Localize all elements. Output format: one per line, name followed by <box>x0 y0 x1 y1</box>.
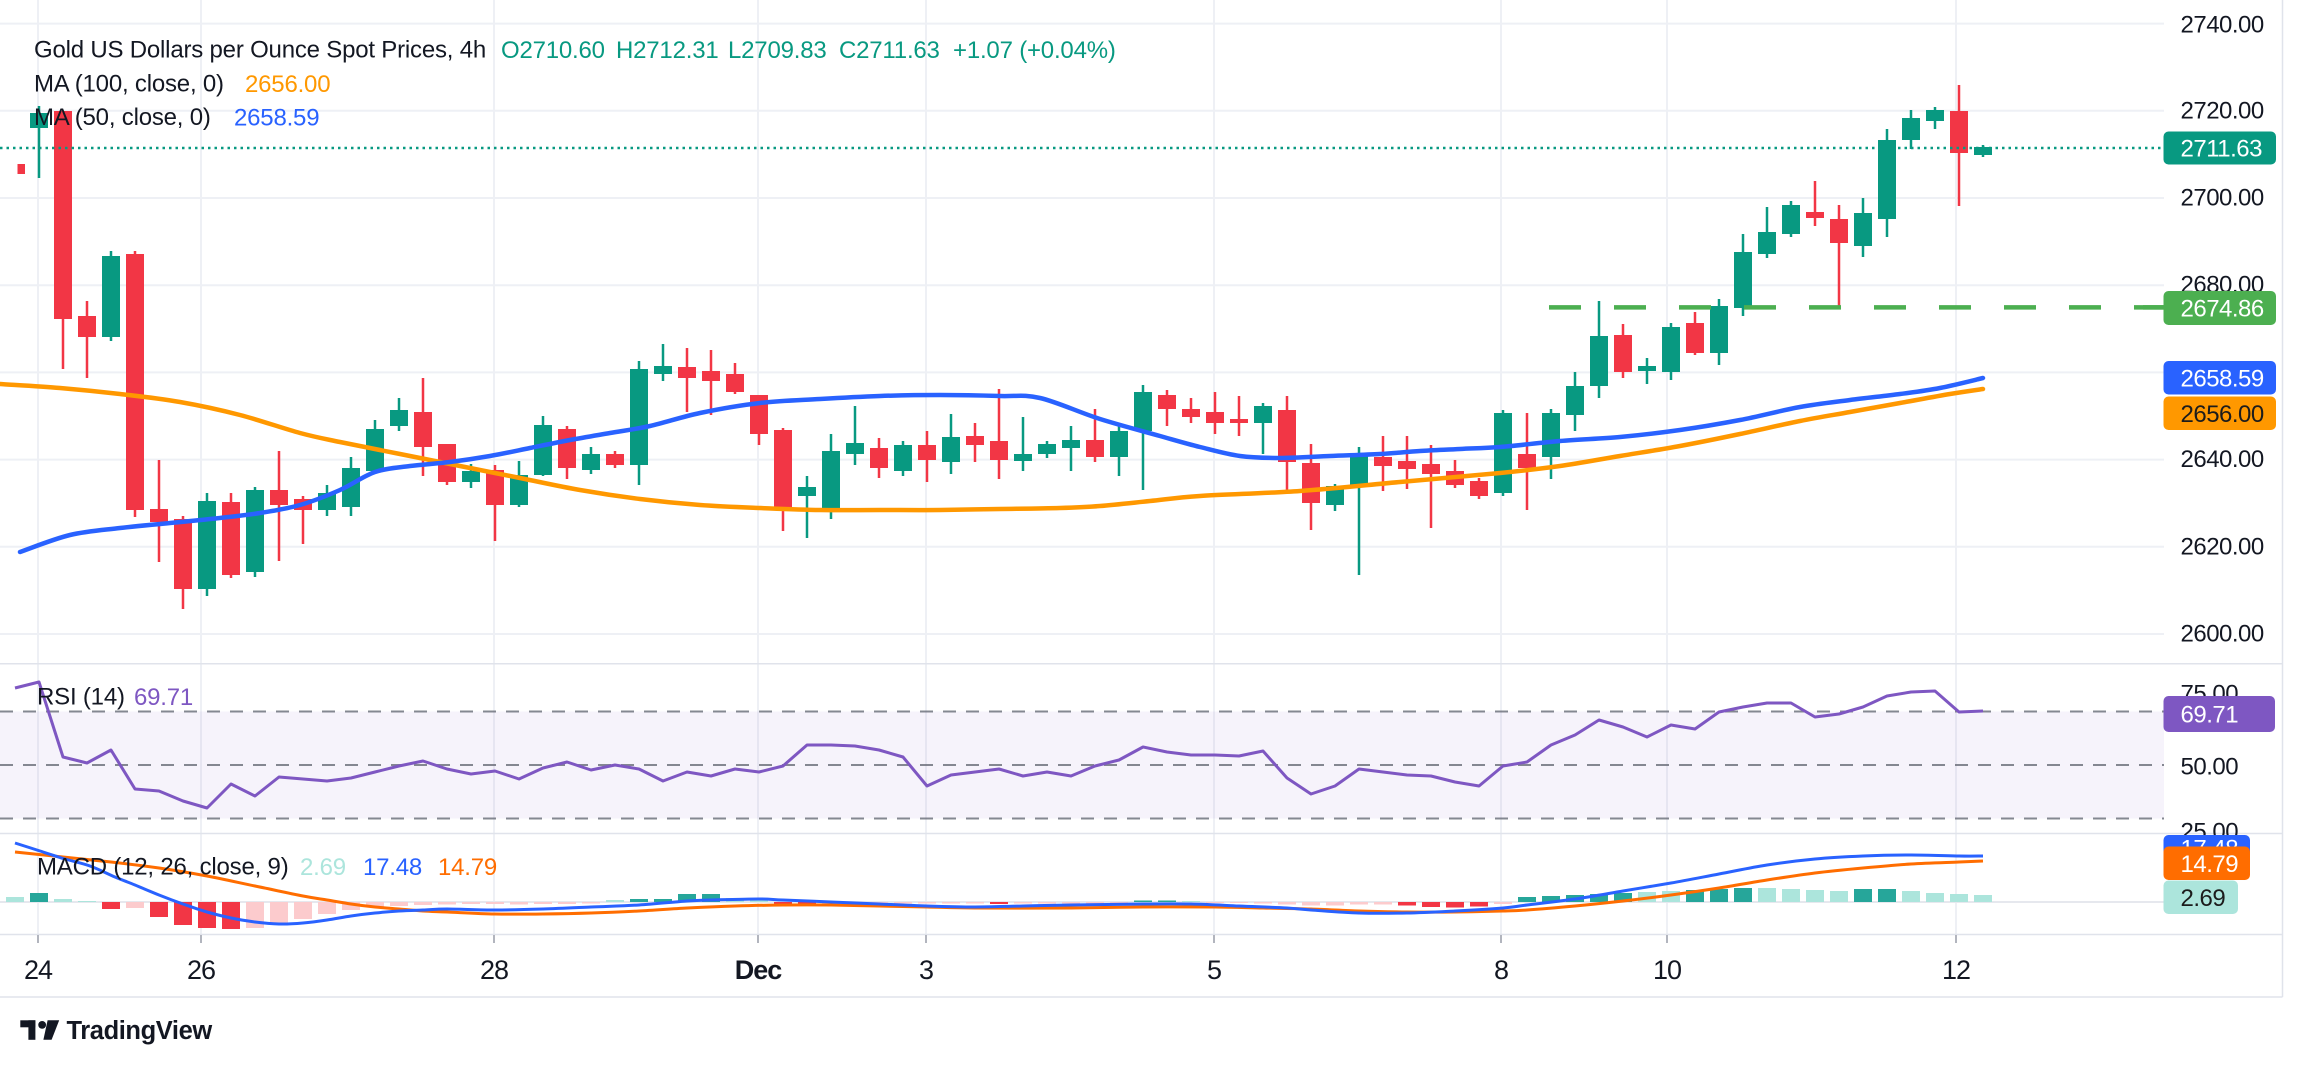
svg-text:50.00: 50.00 <box>2181 754 2239 781</box>
svg-text:12: 12 <box>1942 955 1970 985</box>
svg-text:MA (50, close, 0)2658.59: MA (50, close, 0) 2658.59 <box>34 104 319 131</box>
svg-text:8: 8 <box>1494 955 1508 985</box>
svg-text:2720.00: 2720.00 <box>2181 97 2264 124</box>
svg-text:24: 24 <box>24 955 53 985</box>
svg-text:2640.00: 2640.00 <box>2181 446 2264 473</box>
svg-text:2674.86: 2674.86 <box>2181 296 2264 323</box>
svg-text:TradingView: TradingView <box>67 1017 213 1045</box>
svg-text:14.79: 14.79 <box>2181 851 2239 878</box>
svg-text:2740.00: 2740.00 <box>2181 12 2264 39</box>
svg-text:2700.00: 2700.00 <box>2181 185 2264 212</box>
svg-text:2600.00: 2600.00 <box>2181 621 2264 648</box>
svg-text:Dec: Dec <box>735 955 783 985</box>
svg-text:69.71: 69.71 <box>2181 702 2239 729</box>
svg-text:MA (100, close, 0)2656.00: MA (100, close, 0) 2656.00 <box>34 71 330 98</box>
svg-text:5: 5 <box>1207 955 1221 985</box>
svg-text:2658.59: 2658.59 <box>2181 365 2264 392</box>
svg-text:2656.00: 2656.00 <box>2181 401 2264 428</box>
svg-text:RSI (14)69.71: RSI (14) 69.71 <box>37 684 193 711</box>
svg-text:2.69: 2.69 <box>2181 885 2226 912</box>
svg-text:28: 28 <box>480 955 508 985</box>
svg-text:3: 3 <box>919 955 933 985</box>
svg-text:Gold US Dollars per Ounce Spot: Gold US Dollars per Ounce Spot Prices, 4… <box>34 37 1116 64</box>
svg-text:2711.63: 2711.63 <box>2181 136 2263 163</box>
svg-text:10: 10 <box>1653 955 1681 985</box>
svg-text:2620.00: 2620.00 <box>2181 533 2264 560</box>
svg-text:26: 26 <box>187 955 215 985</box>
